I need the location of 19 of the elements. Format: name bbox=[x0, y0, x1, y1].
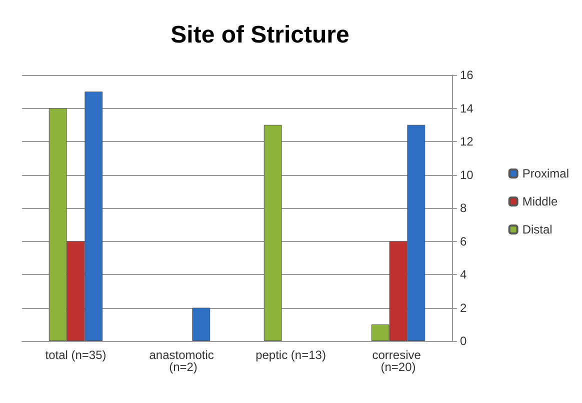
y-tick-label: 8 bbox=[460, 201, 467, 215]
bar bbox=[192, 308, 210, 341]
y-tick-label: 16 bbox=[460, 68, 474, 82]
legend-label: Middle bbox=[522, 194, 558, 208]
y-tick-label: 12 bbox=[460, 134, 474, 148]
x-tick-label: anastomotic (n=2) bbox=[149, 348, 218, 374]
x-tick-label: peptic (n=13) bbox=[256, 348, 326, 362]
y-tick-label: 14 bbox=[460, 101, 474, 116]
y-tick-label: 10 bbox=[460, 168, 474, 182]
chart-title: Site of Stricture bbox=[170, 22, 350, 48]
legend-label: Proximal bbox=[522, 166, 570, 180]
y-tick-label: 0 bbox=[460, 334, 467, 348]
bar bbox=[264, 124, 282, 341]
y-tick-label: 2 bbox=[460, 300, 467, 315]
x-tick-label: corresive (n=20) bbox=[372, 348, 424, 374]
legend-label: Distal bbox=[522, 222, 552, 236]
y-tick-label: 6 bbox=[460, 234, 467, 248]
x-tick-label: total (n=35) bbox=[45, 348, 106, 362]
y-tick-label: 4 bbox=[460, 268, 467, 282]
